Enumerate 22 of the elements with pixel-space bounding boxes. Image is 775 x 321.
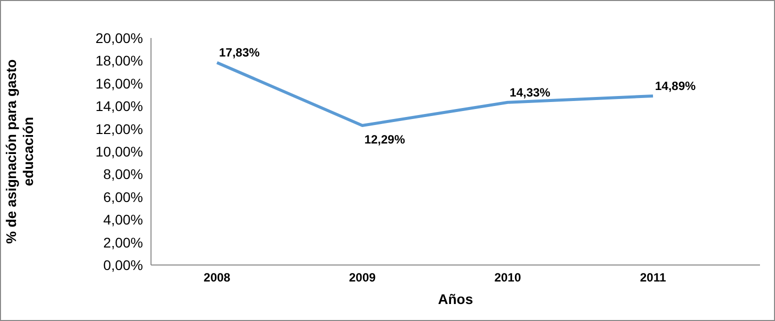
line-series	[216, 61, 654, 128]
x-tick-label: 2010	[494, 270, 522, 285]
y-tick-label: 12,00%	[96, 120, 143, 137]
x-axis-title: Años	[438, 291, 474, 307]
y-axis-title: % de asignación para gasto educación	[3, 59, 36, 244]
data-label: 17,83%	[219, 46, 260, 60]
y-tick-label: 6,00%	[103, 188, 143, 205]
y-tick-label: 4,00%	[103, 212, 143, 228]
y-tick-label: 2,00%	[103, 234, 143, 250]
y-tick-label: 18,00%	[96, 52, 143, 69]
x-tick-label: 2011	[640, 270, 666, 285]
data-label: 14,33%	[510, 85, 551, 100]
x-tick-label: 2008	[204, 270, 231, 285]
data-label: 12,29%	[364, 132, 406, 147]
y-tick-label: 8,00%	[103, 166, 143, 182]
y-tick-label: 16,00%	[96, 75, 143, 92]
x-tick-label: 2009	[348, 270, 376, 285]
data-label: 14,89%	[655, 79, 696, 93]
y-tick-label: 20,00%	[96, 30, 143, 46]
y-tick-label: 0,00%	[103, 256, 143, 273]
y-tick-label: 10,00%	[96, 143, 143, 160]
y-tick-label: 14,00%	[96, 98, 143, 114]
